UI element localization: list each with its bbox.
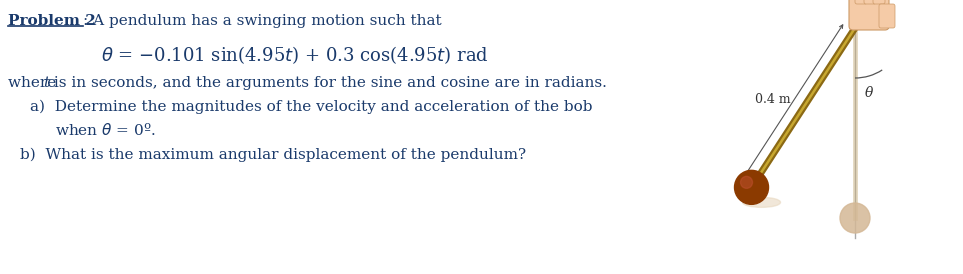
Text: when $\theta$ = 0º.: when $\theta$ = 0º. — [55, 122, 156, 138]
Circle shape — [741, 176, 752, 188]
Text: 0.4 m: 0.4 m — [755, 93, 791, 106]
Text: where: where — [8, 76, 61, 90]
FancyArrowPatch shape — [743, 25, 843, 178]
Text: $\theta$ = $-$0.101 sin(4.95$t$) + 0.3 cos(4.95$t$) rad: $\theta$ = $-$0.101 sin(4.95$t$) + 0.3 c… — [101, 44, 489, 66]
FancyBboxPatch shape — [873, 0, 885, 4]
Text: t: t — [43, 76, 49, 90]
Circle shape — [735, 170, 768, 204]
Text: θ: θ — [865, 86, 873, 100]
Text: b)  What is the maximum angular displacement of the pendulum?: b) What is the maximum angular displacem… — [20, 148, 526, 162]
FancyBboxPatch shape — [864, 0, 876, 4]
FancyBboxPatch shape — [849, 0, 889, 30]
Text: Problem 2: Problem 2 — [8, 14, 95, 28]
Circle shape — [840, 203, 870, 233]
Text: : A pendulum has a swinging motion such that: : A pendulum has a swinging motion such … — [83, 14, 442, 28]
Ellipse shape — [742, 197, 781, 207]
Text: is in seconds, and the arguments for the sine and cosine are in radians.: is in seconds, and the arguments for the… — [49, 76, 607, 90]
Text: a)  Determine the magnitudes of the velocity and acceleration of the bob: a) Determine the magnitudes of the veloc… — [30, 100, 592, 114]
FancyBboxPatch shape — [855, 0, 867, 4]
FancyBboxPatch shape — [879, 4, 895, 28]
